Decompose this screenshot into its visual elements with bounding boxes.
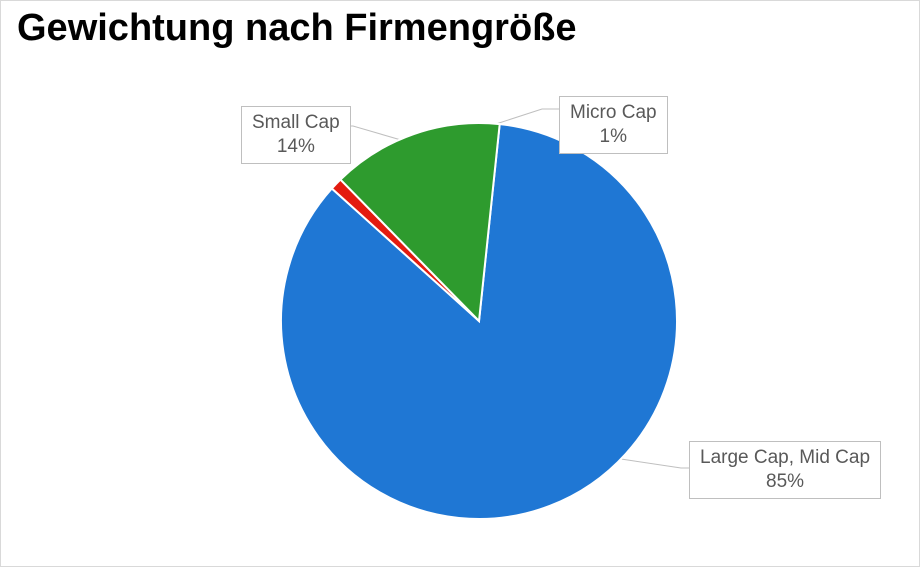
callout-percent: 14% <box>252 135 340 159</box>
leader-line-micro <box>496 109 559 124</box>
callout-label: Micro Cap <box>570 101 657 125</box>
callout-micro: Micro Cap1% <box>559 96 668 154</box>
callout-percent: 85% <box>700 470 870 494</box>
callout-large_mid: Large Cap, Mid Cap85% <box>689 441 881 499</box>
callout-label: Small Cap <box>252 111 340 135</box>
callout-label: Large Cap, Mid Cap <box>700 446 870 470</box>
callout-small: Small Cap14% <box>241 106 351 164</box>
leader-line-large_mid <box>621 459 689 468</box>
callout-percent: 1% <box>570 125 657 149</box>
chart-frame: Gewichtung nach Firmengröße Large Cap, M… <box>0 0 920 567</box>
